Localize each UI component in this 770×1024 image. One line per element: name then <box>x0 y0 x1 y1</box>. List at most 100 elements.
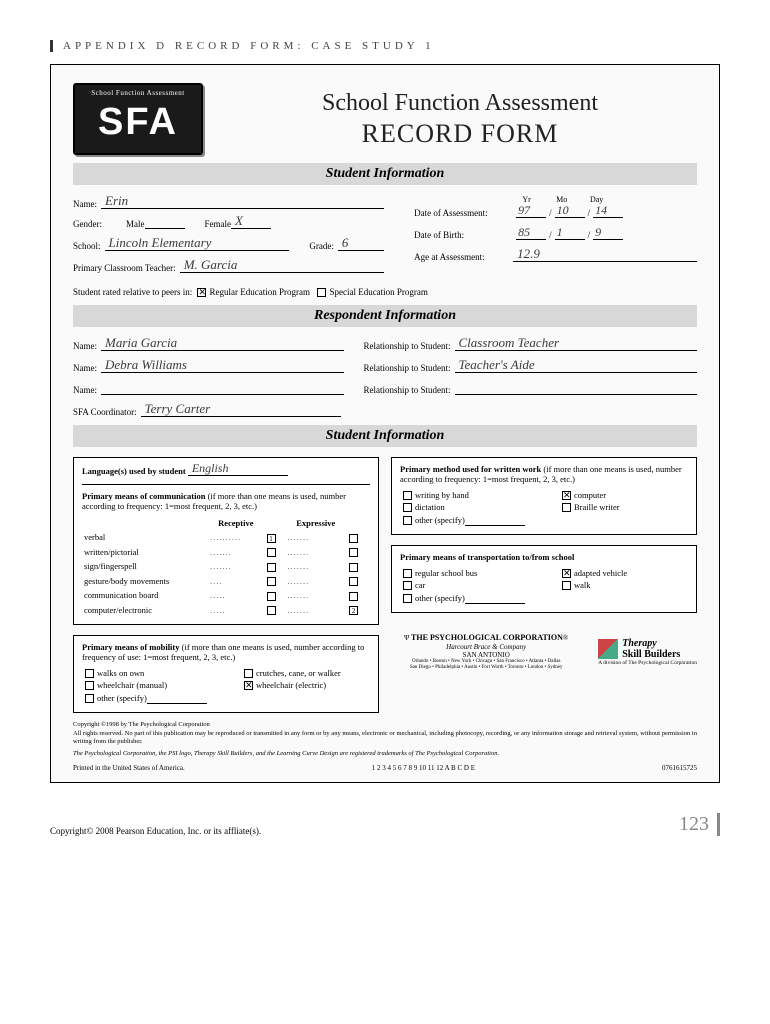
section-respondent: Respondent Information <box>73 305 697 327</box>
r1-name-label: Name: <box>73 341 97 351</box>
wr-hand[interactable] <box>403 491 412 500</box>
female-label: Female <box>205 219 232 229</box>
regular-check[interactable] <box>197 288 206 297</box>
assess-day[interactable]: 14 <box>593 204 623 218</box>
tr-bus[interactable] <box>403 569 412 578</box>
wr-braille[interactable] <box>562 503 571 512</box>
regular-label: Regular Education Program <box>209 287 309 297</box>
form-title-1: School Function Assessment <box>223 90 697 117</box>
mob-manual[interactable] <box>85 681 94 690</box>
mob-other[interactable] <box>85 694 94 703</box>
mobility-panel: Primary means of mobility (if more than … <box>73 635 379 713</box>
teacher-label: Primary Classroom Teacher: <box>73 263 176 273</box>
r2-rel-label: Relationship to Student: <box>364 363 451 373</box>
r2-name[interactable]: Debra Williams <box>101 359 344 373</box>
age-field[interactable]: 12.9 <box>513 248 697 262</box>
teacher-field[interactable]: M. Garcia <box>180 259 384 273</box>
assess-mo[interactable]: 10 <box>555 204 585 218</box>
assess-yr[interactable]: 97 <box>516 204 546 218</box>
rated-text: Student rated relative to peers in: <box>73 287 192 297</box>
r2-name-label: Name: <box>73 363 97 373</box>
written-panel: Primary method used for written work (if… <box>391 457 697 535</box>
psych-corp-logo: Ψ THE PSYCHOLOGICAL CORPORATION® Harcour… <box>404 633 568 671</box>
comm-e2[interactable] <box>349 563 358 572</box>
tr-walk[interactable] <box>562 581 571 590</box>
comm-r2[interactable] <box>267 563 276 572</box>
r1-rel-label: Relationship to Student: <box>364 341 451 351</box>
copyright-block: Copyright ©1998 by The Psychological Cor… <box>73 721 697 758</box>
comm-e0[interactable] <box>349 534 358 543</box>
dob-day[interactable]: 9 <box>593 226 623 240</box>
name-field[interactable]: Erin <box>101 195 384 209</box>
r2-rel[interactable]: Teacher's Aide <box>455 359 698 373</box>
comm-e5[interactable]: 2 <box>349 606 358 615</box>
female-field[interactable]: X <box>231 217 271 229</box>
name-label: Name: <box>73 199 97 209</box>
r1-name[interactable]: Maria Garcia <box>101 337 344 351</box>
transport-title: Primary means of transportation to/from … <box>400 552 574 562</box>
comm-table: ReceptiveExpressive verbal..........1...… <box>82 515 370 618</box>
mob-walks[interactable] <box>85 669 94 678</box>
tr-other[interactable] <box>403 594 412 603</box>
comm-r5[interactable] <box>267 606 276 615</box>
school-field[interactable]: Lincoln Elementary <box>105 237 290 251</box>
section-student-info2: Student Information <box>73 425 697 447</box>
tr-adapted[interactable] <box>562 569 571 578</box>
tr-other-field[interactable] <box>465 592 525 604</box>
print-line: Printed in the United States of America.… <box>73 764 697 772</box>
age-label: Age at Assessment: <box>414 252 509 262</box>
lang-title: Language(s) used by student <box>82 466 186 476</box>
male-field[interactable] <box>145 217 185 229</box>
tr-car[interactable] <box>403 581 412 590</box>
therapy-logo: Therapy Skill Builders A division of The… <box>598 638 697 666</box>
comm-e4[interactable] <box>349 592 358 601</box>
date-assess-label: Date of Assessment: <box>414 208 509 218</box>
male-label: Male <box>126 219 145 229</box>
comm-e1[interactable] <box>349 548 358 557</box>
coord-label: SFA Coordinator: <box>73 407 137 417</box>
comm-r4[interactable] <box>267 592 276 601</box>
r3-rel-label: Relationship to Student: <box>364 385 451 395</box>
form-title-2: RECORD FORM <box>223 119 697 149</box>
comm-r3[interactable] <box>267 577 276 586</box>
written-title: Primary method used for written work <box>400 464 541 474</box>
r3-name[interactable] <box>101 381 344 395</box>
dob-mo[interactable]: 1 <box>555 226 585 240</box>
mob-crutches[interactable] <box>244 669 253 678</box>
footer-copyright: Copyright© 2008 Pearson Education, Inc. … <box>50 826 261 836</box>
therapy-icon <box>598 639 618 659</box>
special-check[interactable] <box>317 288 326 297</box>
language-panel: Language(s) used by student English Prim… <box>73 457 379 625</box>
r1-rel[interactable]: Classroom Teacher <box>455 337 698 351</box>
coord-field[interactable]: Terry Carter <box>141 403 341 417</box>
sfa-logo: School Function Assessment SFA <box>73 83 203 155</box>
comm-title: Primary means of communication <box>82 491 205 501</box>
special-label: Special Education Program <box>329 287 427 297</box>
dob-yr[interactable]: 85 <box>516 226 546 240</box>
logo-sfa-text: SFA <box>75 103 201 141</box>
logo-subtitle: School Function Assessment <box>75 85 201 97</box>
mob-other-field[interactable] <box>147 692 207 704</box>
wr-other[interactable] <box>403 516 412 525</box>
grade-label: Grade: <box>309 241 334 251</box>
comm-r0[interactable]: 1 <box>267 534 276 543</box>
grade-field[interactable]: 6 <box>338 237 384 251</box>
appendix-header: APPENDIX D RECORD FORM: CASE STUDY 1 <box>50 40 720 52</box>
page-number: 123 <box>679 813 720 836</box>
r3-rel[interactable] <box>455 381 698 395</box>
mob-electric[interactable] <box>244 681 253 690</box>
transport-panel: Primary means of transportation to/from … <box>391 545 697 613</box>
wr-dict[interactable] <box>403 503 412 512</box>
lang-field[interactable]: English <box>188 464 288 476</box>
wr-other-field[interactable] <box>465 514 525 526</box>
dob-label: Date of Birth: <box>414 230 509 240</box>
mobility-title: Primary means of mobility <box>82 642 180 652</box>
school-label: School: <box>73 241 101 251</box>
r3-name-label: Name: <box>73 385 97 395</box>
form-container: School Function Assessment SFA School Fu… <box>50 64 720 783</box>
section-student-info: Student Information <box>73 163 697 185</box>
wr-computer[interactable] <box>562 491 571 500</box>
gender-label: Gender: <box>73 219 102 229</box>
comm-e3[interactable] <box>349 577 358 586</box>
comm-r1[interactable] <box>267 548 276 557</box>
